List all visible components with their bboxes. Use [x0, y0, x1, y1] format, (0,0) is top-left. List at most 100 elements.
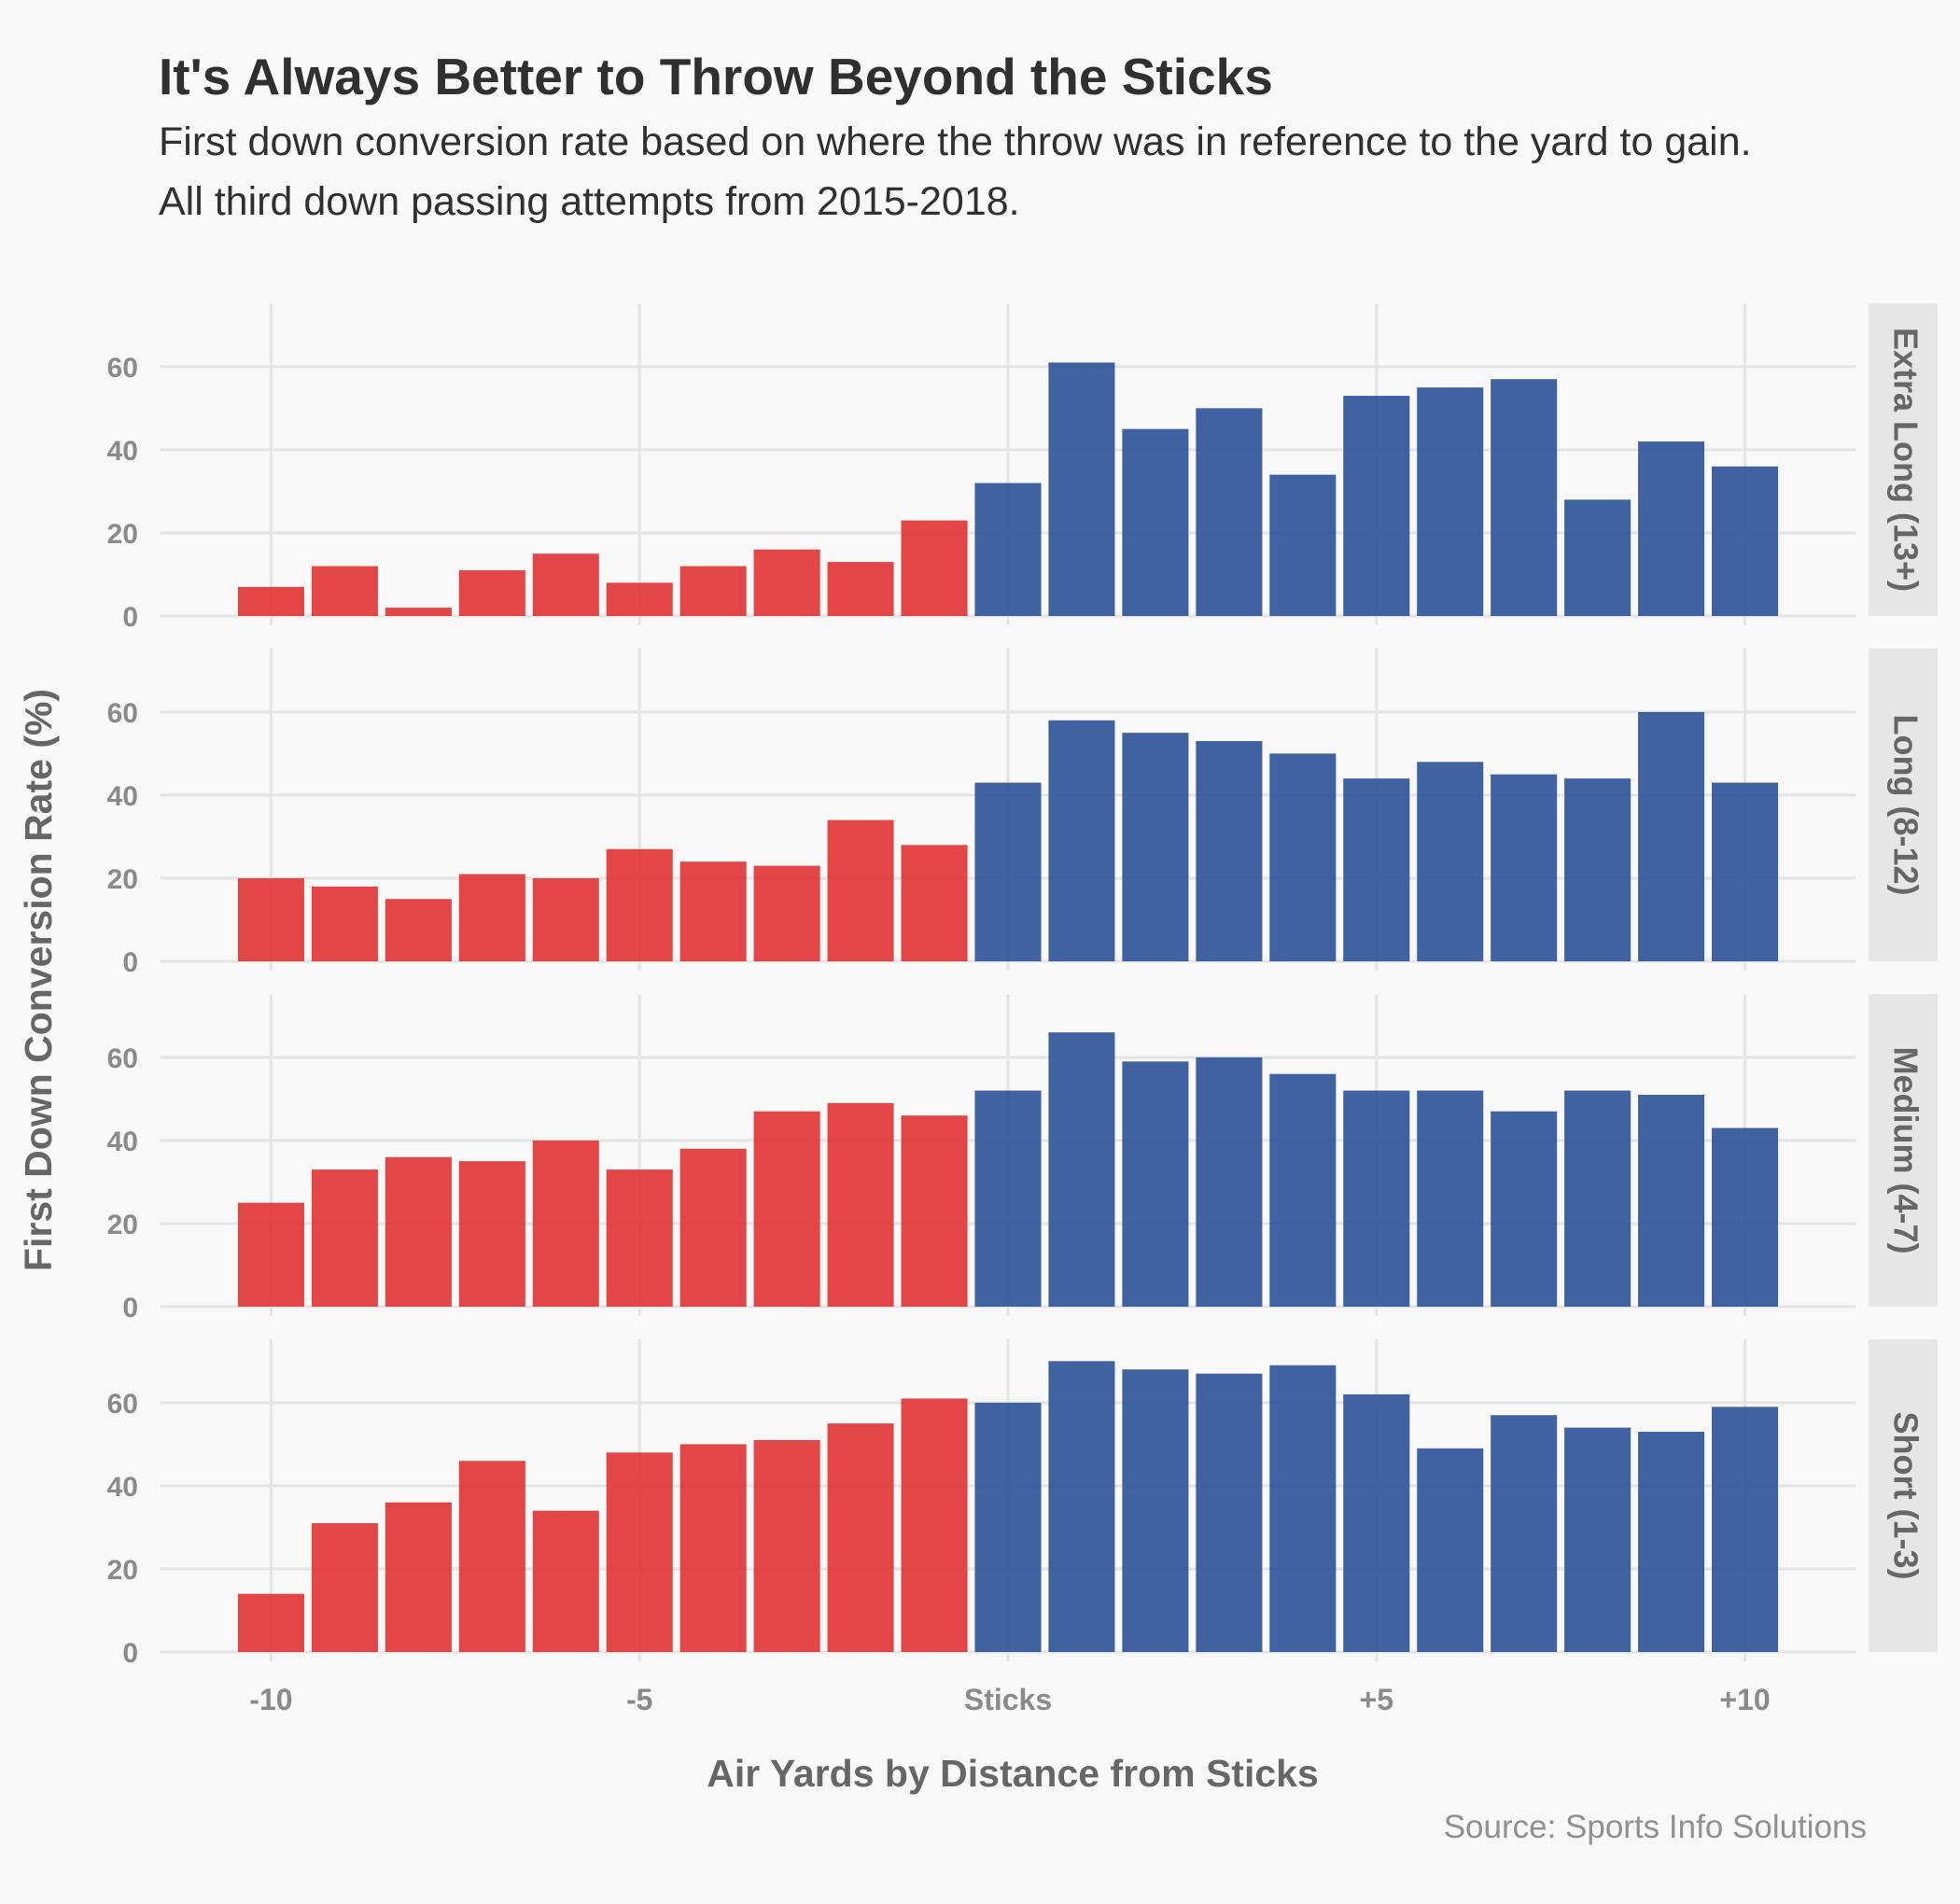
bar	[1196, 741, 1263, 961]
bar	[1343, 1393, 1410, 1652]
y-axis-title: First Down Conversion Rate (%)	[17, 689, 60, 1271]
bar	[1638, 441, 1705, 616]
bar	[1638, 711, 1705, 961]
facet-strip	[1869, 649, 1938, 961]
bar	[532, 553, 599, 616]
bar	[385, 1502, 452, 1652]
y-tick-label: 60	[107, 1043, 138, 1074]
bar	[237, 586, 304, 616]
bar	[827, 1423, 894, 1652]
bar	[1417, 387, 1484, 616]
bar	[1712, 782, 1779, 961]
y-tick-label: 60	[107, 353, 138, 384]
bar	[532, 1510, 599, 1652]
bar	[827, 1102, 894, 1307]
bar	[1343, 396, 1410, 616]
chart-subtitle-line-1: First down conversion rate based on wher…	[159, 119, 1752, 164]
facet-strip-label: Extra Long (13+)	[1886, 328, 1925, 592]
bar	[237, 877, 304, 961]
bar	[1048, 1361, 1115, 1652]
bar	[1564, 1427, 1631, 1652]
bar	[753, 865, 820, 961]
x-tick-label: +5	[1360, 1683, 1393, 1716]
y-tick-label: 20	[107, 519, 138, 550]
bar	[1712, 1127, 1779, 1307]
bar	[1122, 733, 1189, 961]
bar	[753, 549, 820, 616]
facet-strip-label: Short (1-3)	[1886, 1412, 1925, 1580]
bar	[1122, 1369, 1189, 1652]
bar	[1417, 1090, 1484, 1307]
x-tick-label: -5	[626, 1683, 652, 1716]
chart-caption: Source: Sports Info Solutions	[1443, 1809, 1867, 1845]
bar	[385, 608, 452, 616]
y-tick-label: 20	[107, 864, 138, 895]
bar	[311, 886, 378, 961]
bar	[311, 1522, 378, 1652]
bar	[385, 1156, 452, 1307]
facet-strip	[1869, 994, 1938, 1307]
bar	[1196, 1057, 1263, 1307]
x-tick-label: -10	[249, 1683, 292, 1716]
facet-strip-label: Medium (4-7)	[1886, 1046, 1925, 1253]
bar	[606, 1452, 673, 1652]
y-tick-label: 0	[122, 947, 138, 978]
chart-title: It's Always Better to Throw Beyond the S…	[159, 48, 1273, 105]
bar	[1417, 762, 1484, 961]
bar	[1269, 1365, 1337, 1652]
bar	[1048, 720, 1115, 961]
bar	[1269, 474, 1337, 616]
bar	[901, 1115, 968, 1307]
bar	[679, 1148, 747, 1307]
bar	[532, 1140, 599, 1307]
bar	[458, 570, 525, 616]
x-tick-label: +10	[1719, 1683, 1770, 1716]
y-tick-label: 40	[107, 1472, 138, 1503]
bar	[827, 562, 894, 616]
bar	[753, 1439, 820, 1652]
bar	[974, 483, 1042, 616]
y-tick-label: 40	[107, 781, 138, 812]
bar	[1491, 1415, 1558, 1652]
bar	[1491, 774, 1558, 961]
facet-strip	[1869, 303, 1938, 616]
bar	[974, 1402, 1042, 1652]
bar	[1491, 379, 1558, 616]
bar	[1196, 408, 1263, 616]
y-tick-label: 0	[122, 1638, 138, 1669]
bar	[679, 861, 747, 961]
facet-strip-label: Long (8-12)	[1886, 715, 1925, 896]
bar	[1048, 362, 1115, 616]
bar	[1564, 499, 1631, 616]
y-tick-label: 60	[107, 1389, 138, 1420]
bar	[1564, 1090, 1631, 1307]
bar	[532, 877, 599, 961]
y-tick-label: 20	[107, 1210, 138, 1240]
bar	[385, 899, 452, 961]
bar	[827, 819, 894, 961]
bar	[1638, 1094, 1705, 1307]
bar	[458, 1161, 525, 1307]
bar	[1269, 1073, 1337, 1307]
bar	[1122, 428, 1189, 616]
y-tick-label: 40	[107, 1127, 138, 1157]
bar	[1712, 466, 1779, 616]
bar	[1269, 753, 1337, 961]
bar	[311, 1169, 378, 1307]
bar	[311, 566, 378, 616]
bar	[237, 1202, 304, 1307]
bar	[679, 566, 747, 616]
bar	[901, 1398, 968, 1652]
y-tick-label: 0	[122, 1293, 138, 1323]
y-tick-label: 20	[107, 1555, 138, 1586]
bar	[1564, 778, 1631, 961]
bar	[606, 582, 673, 616]
y-tick-label: 40	[107, 436, 138, 467]
bar	[1712, 1407, 1779, 1652]
bar	[1343, 1090, 1410, 1307]
bar	[1417, 1448, 1484, 1652]
bar	[901, 845, 968, 961]
bar	[1638, 1432, 1705, 1652]
